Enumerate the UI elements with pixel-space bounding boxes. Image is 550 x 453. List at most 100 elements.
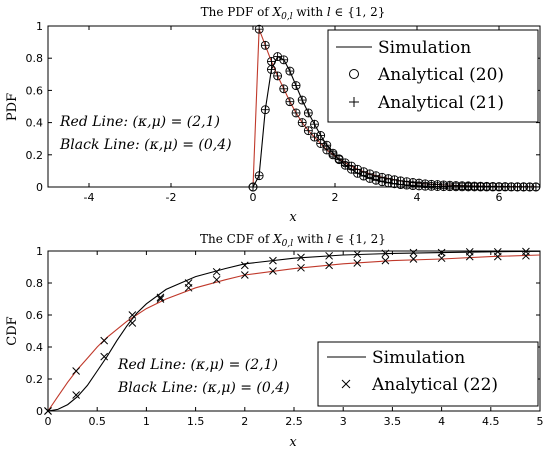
cdf-legend: Simulation Analytical (22) xyxy=(317,341,539,407)
cdf-y-tick-label: 0.6 xyxy=(26,309,44,322)
pdf-marker-plus xyxy=(273,52,282,61)
pdf-y-tick-label: 0.8 xyxy=(26,52,44,65)
cdf-marker-x xyxy=(156,295,165,303)
cdf-x-tick-label: 3 xyxy=(340,415,347,428)
pdf-axes-frame xyxy=(47,25,541,188)
cdf-marker-x xyxy=(240,271,249,279)
cdf-marker-x xyxy=(44,407,52,415)
pdf-y-tick-label: 0.4 xyxy=(26,117,44,130)
cdf-marker-x xyxy=(297,263,305,272)
cdf-marker-x xyxy=(437,254,446,263)
pdf-marker-plus xyxy=(273,71,282,80)
pdf-plot-area: -4 -2 0 2 4 6 0 0.2 0.4 0.6 0.8 1 xyxy=(26,20,541,204)
cdf-x-tick-label: 2 xyxy=(241,415,248,428)
cdf-chart: The CDF of X0,l with l ∈ {1, 2} 0 0.5 1 1.5… xyxy=(5,232,544,450)
pdf-marker-plus xyxy=(298,96,307,105)
pdf-legend-circle-symbol xyxy=(349,69,359,79)
cdf-x-axis-label: x xyxy=(289,435,297,450)
pdf-annotation-red: Red Line: (κ,μ) = (2,1) xyxy=(59,114,220,130)
pdf-legend-simulation: Simulation xyxy=(378,38,471,58)
cdf-x-tick-label: 0 xyxy=(45,415,52,428)
cdf-y-tick-label: 1 xyxy=(36,245,43,258)
pdf-x-axis-label: x xyxy=(289,210,297,225)
cdf-marker-x xyxy=(297,253,305,262)
cdf-annotations: Red Line: (κ,μ) = (2,1) Black Line: (κ,μ… xyxy=(117,357,290,396)
cdf-marker-x xyxy=(212,267,221,276)
pdf-marker-plus xyxy=(390,179,399,188)
cdf-marker-x xyxy=(409,248,418,257)
pdf-marker-plus xyxy=(267,57,276,66)
cdf-x-tick-label: 4 xyxy=(438,415,445,428)
cdf-legend-analytical-22: Analytical (22) xyxy=(371,375,498,395)
pdf-chart-title: The PDF of X0,l with l ∈ {1, 2} xyxy=(201,5,386,22)
pdf-x-tick-label: -2 xyxy=(166,191,177,204)
pdf-chart: The PDF of X0,l with l ∈ {1, 2} -4 -2 0 2 4 6… xyxy=(5,5,541,225)
cdf-y-tick-label: 0 xyxy=(36,405,43,418)
pdf-marker-plus xyxy=(402,181,411,190)
pdf-marker-plus xyxy=(310,120,319,129)
pdf-y-tick-label: 1 xyxy=(36,20,43,33)
cdf-x-tick-label: 4.5 xyxy=(482,415,500,428)
pdf-marker-plus xyxy=(285,97,294,106)
cdf-y-tick-label: 0.8 xyxy=(26,277,44,290)
pdf-marker-plus xyxy=(249,183,257,191)
cdf-y-tick-label: 0.4 xyxy=(26,341,44,354)
pdf-marker-plus xyxy=(292,81,301,90)
cdf-marker-x xyxy=(465,247,474,256)
cdf-marker-x xyxy=(212,275,221,284)
cdf-plot-area: 0 0.5 1 1.5 2 2.5 3 3.5 4 4.5 5 0 0.2 0.4 0.6 0.8 1 xyxy=(26,245,544,428)
pdf-marker-plus xyxy=(285,67,294,76)
cdf-y-axis-label: CDF xyxy=(5,316,20,345)
cdf-chart-title: The CDF of X0,l with l ∈ {1, 2} xyxy=(200,232,386,249)
pdf-marker-plus xyxy=(255,171,264,180)
cdf-marker-x xyxy=(269,267,277,275)
pdf-marker-plus xyxy=(267,65,276,74)
cdf-x-tick-label: 3.5 xyxy=(384,415,402,428)
cdf-marker-x xyxy=(240,261,249,270)
pdf-legend-analytical-21: Analytical (21) xyxy=(377,93,504,113)
pdf-marker-plus xyxy=(292,108,301,117)
pdf-marker-plus xyxy=(335,155,344,164)
cdf-series-line-1 xyxy=(47,250,541,412)
pdf-x-tick-label: 4 xyxy=(414,191,421,204)
pdf-x-tick-label: 0 xyxy=(250,191,257,204)
pdf-x-tick-label: -4 xyxy=(84,191,95,204)
pdf-marker-plus xyxy=(328,149,337,158)
pdf-marker-plus xyxy=(279,55,288,64)
cdf-x-tick-label: 0.5 xyxy=(88,415,106,428)
cdf-annotation-red: Red Line: (κ,μ) = (2,1) xyxy=(117,357,278,373)
pdf-marker-plus xyxy=(279,84,288,93)
cdf-x-tick-label: 1.5 xyxy=(187,415,205,428)
pdf-marker-plus xyxy=(322,141,331,150)
cdf-marker-x xyxy=(353,259,362,267)
cdf-y-tick-label: 0.2 xyxy=(26,373,44,386)
cdf-marker-x xyxy=(156,293,165,302)
pdf-y-tick-label: 0 xyxy=(36,181,43,194)
cdf-marker-x xyxy=(128,319,137,327)
cdf-x-tick-label: 1 xyxy=(143,415,150,428)
pdf-legend-plus-symbol xyxy=(349,97,359,107)
pdf-x-tick-label: 6 xyxy=(496,191,503,204)
pdf-marker-plus xyxy=(298,118,307,127)
cdf-marker-x xyxy=(128,311,137,319)
cdf-marker-x xyxy=(409,255,418,263)
cdf-marker-x xyxy=(437,248,446,257)
cdf-marker-x xyxy=(381,249,390,258)
pdf-marker-plus xyxy=(341,161,350,170)
cdf-marker-x xyxy=(100,336,109,345)
cdf-marker-x xyxy=(522,247,530,256)
cdf-annotation-black: Black Line: (κ,μ) = (0,4) xyxy=(117,380,290,396)
cdf-marker-x xyxy=(493,247,502,256)
pdf-marker-plus xyxy=(531,183,540,191)
cdf-marker-x xyxy=(353,250,362,259)
pdf-legend-box xyxy=(327,29,539,123)
pdf-marker-plus xyxy=(316,131,325,140)
pdf-marker-plus xyxy=(255,25,264,34)
pdf-marker-plus xyxy=(396,180,405,189)
pdf-marker-plus xyxy=(347,165,356,174)
cdf-marker-x xyxy=(72,391,80,399)
cdf-marker-x xyxy=(325,251,333,260)
cdf-marker-x xyxy=(100,352,109,361)
pdf-y-axis-label: PDF xyxy=(5,93,20,121)
